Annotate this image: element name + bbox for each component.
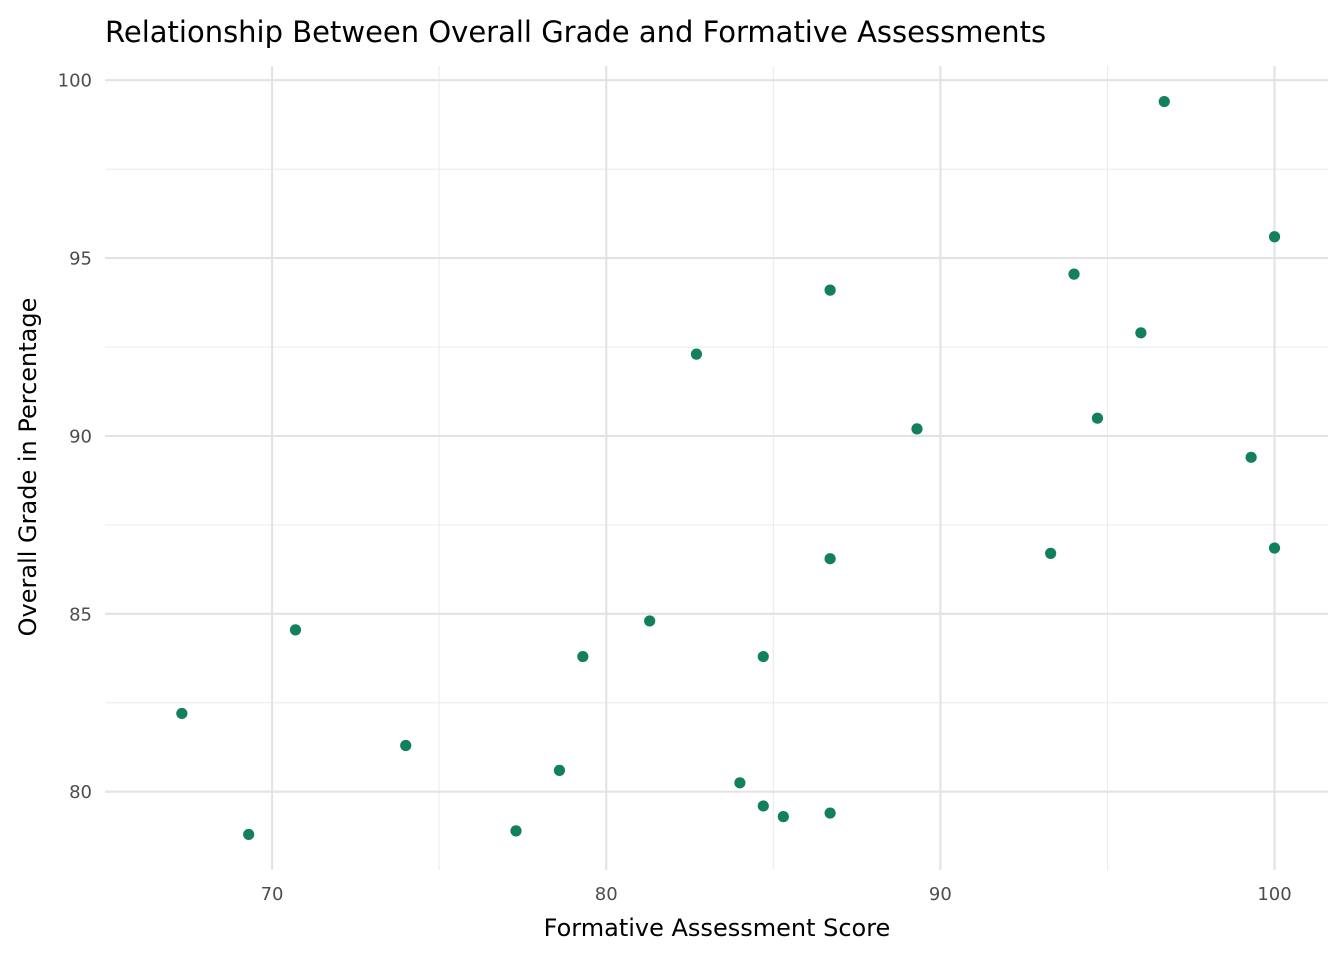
data-point (243, 828, 255, 841)
data-point (824, 807, 836, 819)
data-point (1268, 542, 1281, 554)
data-point (824, 284, 836, 296)
x-axis-label: Formative Assessment Score (544, 914, 891, 942)
y-tick-label: 95 (69, 249, 92, 270)
data-point (1091, 412, 1104, 424)
data-point (553, 764, 566, 776)
data-point (1245, 451, 1257, 463)
data-point (510, 825, 522, 837)
y-tick-label: 85 (69, 604, 92, 625)
data-point (1045, 547, 1057, 559)
data-point (1268, 231, 1281, 243)
x-tick-label: 100 (1257, 884, 1291, 905)
data-point (690, 348, 703, 360)
data-point (757, 800, 769, 812)
data-point (1068, 268, 1080, 280)
x-axis-ticks: 70 80 90 100 (261, 884, 1292, 905)
major-gridlines (105, 66, 1328, 870)
y-tick-label: 90 (69, 426, 92, 447)
y-tick-label: 80 (69, 782, 92, 803)
data-point (577, 650, 589, 663)
y-axis-label: Overall Grade in Percentage (14, 298, 42, 637)
data-point (644, 615, 656, 627)
data-points (176, 95, 1281, 841)
y-tick-label: 100 (58, 71, 92, 92)
y-axis-ticks: 80 85 90 95 100 (58, 71, 92, 804)
x-tick-label: 70 (261, 884, 284, 905)
data-point (777, 811, 789, 823)
chart-title: Relationship Between Overall Grade and F… (105, 15, 1046, 49)
data-point (176, 707, 188, 720)
data-point (400, 739, 412, 752)
data-point (734, 777, 746, 789)
minor-gridlines (105, 66, 1328, 870)
data-point (824, 553, 836, 565)
data-point (1158, 95, 1170, 108)
data-point (757, 650, 769, 663)
x-tick-label: 90 (929, 884, 952, 905)
data-point (1135, 327, 1147, 339)
data-point (289, 624, 302, 636)
data-point (911, 423, 923, 435)
x-tick-label: 80 (595, 884, 618, 905)
